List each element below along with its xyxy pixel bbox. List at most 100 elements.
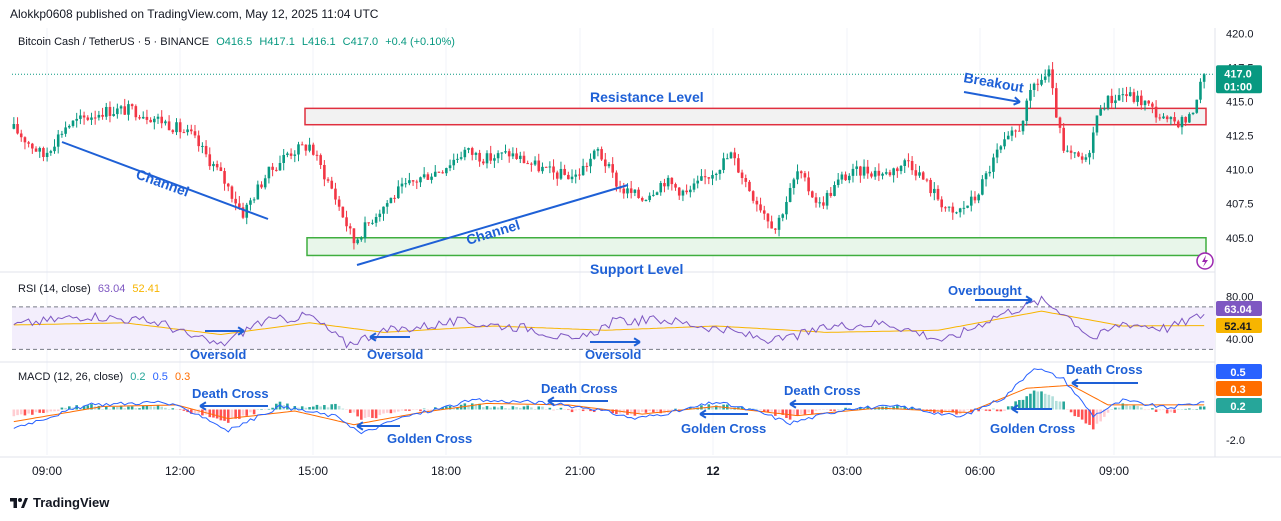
macd-histogram-bar	[1054, 400, 1058, 410]
candle-body	[252, 199, 256, 201]
macd-histogram-bar	[448, 406, 452, 410]
candle-body	[944, 207, 947, 209]
price-zones	[12, 73, 1215, 257]
candle-body	[870, 173, 873, 177]
candle-body	[611, 164, 614, 173]
macd-histogram-bar	[415, 409, 419, 410]
macd-line	[13, 368, 1205, 435]
candle-body	[175, 122, 178, 133]
candle-body	[341, 206, 345, 218]
candle-body	[371, 222, 374, 224]
candle-body	[1054, 88, 1058, 118]
candle-body	[677, 187, 681, 196]
macd-histogram-bar	[1095, 409, 1099, 424]
macd-histogram-bar	[581, 409, 585, 412]
macd-histogram-bar	[101, 409, 104, 410]
candle-body	[729, 152, 733, 159]
candle-body	[90, 117, 93, 120]
candle-body	[352, 228, 356, 244]
ohlc-open: O416.5	[216, 36, 253, 48]
macd-histogram-bar	[1021, 399, 1025, 410]
macd-histogram-bar	[504, 408, 507, 410]
candle-body	[1191, 112, 1195, 115]
candle-body	[433, 171, 437, 177]
macd-histogram-bar	[86, 405, 90, 410]
macd-histogram-bar	[840, 409, 844, 410]
candle-body	[637, 189, 640, 199]
macd-histogram-bar	[123, 408, 127, 410]
hist-badge-text: 0.2	[1230, 401, 1245, 413]
macd-histogram-bar	[267, 408, 271, 410]
candle-body	[278, 162, 282, 171]
support-label: Support Level	[590, 261, 683, 277]
candle-body	[652, 194, 655, 196]
macd-legend[interactable]: MACD (12, 26, close) 0.2 0.5 0.3	[18, 371, 194, 383]
macd-histogram-bar	[526, 405, 529, 410]
rsi-legend[interactable]: RSI (14, close) 63.04 52.41	[18, 283, 164, 295]
macd-histogram-bar	[1136, 405, 1139, 410]
candle-body	[422, 174, 426, 178]
macd-histogram-bar	[870, 409, 873, 410]
candle-body	[648, 195, 651, 201]
macd-histogram-bar	[1180, 409, 1184, 410]
macd-histogram-bar	[777, 409, 781, 414]
macd-histogram-bar	[308, 407, 311, 410]
macd-histogram-bar	[511, 406, 515, 410]
macd-histogram-bar	[1080, 409, 1084, 420]
macd-histogram-bar	[489, 407, 493, 410]
price-tick-label: 407.5	[1226, 199, 1254, 211]
symbol-legend[interactable]: Bitcoin Cash / TetherUS · 5 · BINANCE O4…	[18, 36, 459, 48]
candle-body	[1003, 139, 1006, 147]
candle-body	[796, 171, 799, 180]
candle-body	[733, 152, 736, 159]
macd-histogram-bar	[896, 405, 899, 410]
macd-histogram-bar	[500, 406, 504, 410]
candle-body	[1051, 69, 1054, 89]
price-tick-label: 415.0	[1226, 97, 1254, 109]
candle-body	[496, 153, 500, 159]
macd-histogram-bar	[759, 409, 762, 410]
oversold-label: Oversold	[585, 347, 641, 362]
macd-histogram-bar	[230, 409, 234, 419]
candle-body	[526, 163, 529, 165]
time-tick-label: 12:00	[165, 464, 195, 478]
tradingview-logo[interactable]: TradingView	[10, 495, 109, 510]
candle-body	[751, 191, 755, 201]
price-tick-label: 420.0	[1226, 28, 1254, 40]
macd-histogram-bar	[330, 404, 334, 410]
oversold-arrow-head	[237, 326, 245, 336]
macd-histogram-bar	[319, 406, 322, 410]
time-tick-label: 18:00	[431, 464, 461, 478]
ohlc-low: L416.1	[301, 36, 336, 48]
publisher-line: Alokkp0608 published on TradingView.com,…	[10, 7, 379, 21]
candle-body	[186, 129, 189, 133]
macd-histogram-bar	[323, 405, 326, 410]
macd-histogram-bar	[278, 401, 282, 410]
candle-body	[1103, 108, 1106, 110]
macd-histogram-bar	[1006, 406, 1010, 410]
price-tick-label: 405.0	[1226, 233, 1254, 245]
candle-body	[404, 183, 407, 185]
candle-body	[899, 165, 903, 172]
candle-body	[1176, 121, 1180, 128]
candle-body	[334, 188, 337, 200]
macd-histogram-bar	[326, 407, 330, 410]
macd-histogram-bar	[141, 406, 145, 410]
macd-histogram-bar	[53, 409, 56, 412]
channel-line	[356, 184, 629, 266]
candle-body	[666, 177, 670, 187]
macd-histogram-bar	[859, 407, 862, 410]
candle-body	[448, 165, 452, 169]
candle-body	[1173, 117, 1176, 122]
macd-histogram-bar	[245, 409, 249, 416]
candle-body	[426, 174, 430, 180]
macd-tick-label: -2.0	[1226, 435, 1245, 447]
price-tick-label: 410.0	[1226, 165, 1254, 177]
golden-cross-label: Golden Cross	[990, 421, 1075, 436]
death-cross-label: Death Cross	[1066, 362, 1143, 377]
macd-histogram-bar	[770, 409, 773, 412]
macd-histogram-bar	[999, 409, 1003, 412]
macd-histogram-bar	[456, 407, 459, 410]
candle-body	[1106, 95, 1110, 109]
candle-body	[629, 188, 633, 193]
